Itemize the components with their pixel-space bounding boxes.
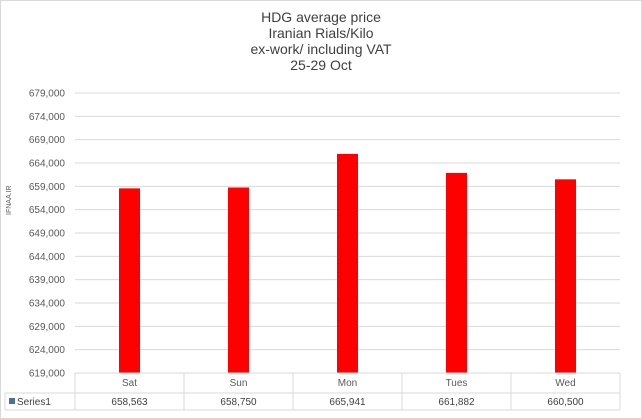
y-tick-label: 674,000	[29, 112, 66, 123]
bars	[119, 153, 576, 373]
y-tick-label: 654,000	[29, 205, 66, 216]
chart-subtitle-dates: 25-29 Oct	[290, 57, 352, 73]
y-tick-label: 644,000	[29, 252, 66, 263]
x-category-label: Sun	[230, 378, 248, 389]
bar-tues	[446, 172, 467, 373]
y-tick-label: 649,000	[29, 229, 66, 240]
series-legend-key	[9, 398, 15, 404]
table-value-cell: 661,882	[438, 397, 475, 408]
y-tick-label: 659,000	[29, 182, 66, 193]
bar-sat	[119, 188, 140, 373]
x-category-label: Tues	[446, 378, 468, 389]
chart-title-block: HDG average price Iranian Rials/Kilo ex-…	[0, 9, 642, 73]
x-category-label: Mon	[338, 378, 357, 389]
table-value-cell: 665,941	[329, 397, 366, 408]
y-tick-label: 624,000	[29, 345, 66, 356]
chart-subtitle-units: Iranian Rials/Kilo	[268, 25, 374, 41]
bar-wed	[555, 179, 576, 373]
x-category-label: Wed	[555, 378, 575, 389]
bar-sun	[228, 187, 249, 373]
bar-mon	[337, 153, 358, 373]
y-tick-label: 639,000	[29, 275, 66, 286]
table-value-cell: 660,500	[547, 397, 584, 408]
y-tick-label: 679,000	[29, 89, 66, 100]
chart-subtitle-terms: ex-work/ including VAT	[250, 41, 392, 57]
table-value-cell: 658,563	[111, 397, 148, 408]
table-value-cell: 658,750	[220, 397, 257, 408]
x-category-label: Sat	[122, 378, 137, 389]
y-tick-label: 629,000	[29, 322, 66, 333]
y-tick-label: 634,000	[29, 299, 66, 310]
y-tick-label: 619,000	[29, 369, 66, 380]
y-tick-label: 669,000	[29, 135, 66, 146]
series-name: Series1	[17, 397, 51, 408]
y-axis-ticks: 619,000 624,000 629,000 634,000 639,000 644,0…	[29, 89, 66, 380]
chart-title: HDG average price	[261, 9, 381, 25]
y-tick-label: 664,000	[29, 159, 66, 170]
data-table: Sat Sun Mon Tues Wed Series1 658,563 658,750 665…	[4, 372, 621, 411]
